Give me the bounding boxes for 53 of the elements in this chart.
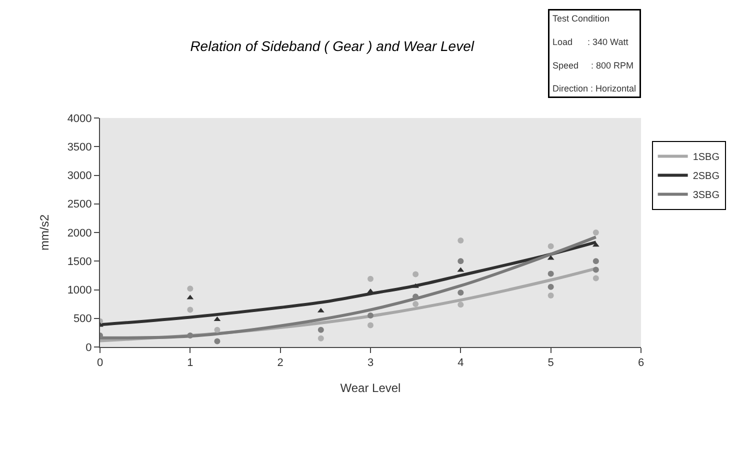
y-tick-label: 2500	[67, 198, 92, 211]
point	[187, 286, 194, 292]
point	[592, 230, 599, 236]
point	[548, 284, 554, 290]
point	[412, 294, 419, 300]
chart-title: Relation of Sideband ( Gear ) and Wear Level	[190, 38, 475, 54]
x-tick-label: 4	[458, 357, 464, 370]
point	[592, 266, 599, 273]
text: Load : 340 Watt	[552, 36, 629, 47]
point	[368, 322, 374, 328]
point	[458, 238, 464, 244]
y-tick-label: 3500	[67, 141, 92, 154]
point	[368, 312, 374, 319]
point	[368, 276, 374, 282]
point	[367, 288, 374, 293]
point	[412, 271, 419, 278]
point	[548, 270, 554, 277]
point	[412, 301, 419, 308]
x-tick-label: 2	[277, 357, 284, 370]
text: Test Condition	[552, 14, 610, 24]
line-series	[100, 236, 598, 340]
text: Direction : Horizontal	[552, 84, 636, 94]
legend-label: 1SBG	[692, 152, 720, 164]
point	[592, 275, 599, 282]
point	[187, 332, 194, 339]
y-tick-label: 1500	[67, 256, 92, 268]
y-tick-label: 0	[86, 342, 92, 354]
point	[458, 290, 464, 296]
point	[214, 326, 220, 333]
legend-label: 2SBG	[692, 171, 720, 182]
point	[548, 292, 554, 298]
text: Speed : 800 RPM	[552, 60, 634, 70]
x-axis-title: Wear Level	[340, 381, 401, 396]
point	[458, 258, 464, 264]
x-tick-label: 3	[367, 357, 374, 370]
y-tick-label: 2000	[67, 227, 92, 240]
point	[592, 258, 599, 264]
y-tick-label: 500	[73, 313, 92, 326]
point	[318, 335, 324, 342]
x-tick-label: 1	[187, 357, 194, 370]
point	[187, 306, 194, 313]
point	[458, 302, 464, 308]
x-tick-label: 6	[638, 357, 644, 370]
x-tick-label: 5	[548, 357, 554, 370]
y-axis-title: mm/s2	[38, 214, 52, 250]
legend-label: 3SBG	[692, 190, 720, 202]
y-tick-label: 4000	[67, 112, 92, 125]
y-tick-label: 1000	[67, 284, 92, 297]
point	[548, 243, 554, 250]
point	[318, 326, 324, 333]
y-tick-label: 3000	[67, 170, 92, 182]
x-tick-label: 0	[96, 357, 104, 370]
point	[214, 338, 220, 344]
